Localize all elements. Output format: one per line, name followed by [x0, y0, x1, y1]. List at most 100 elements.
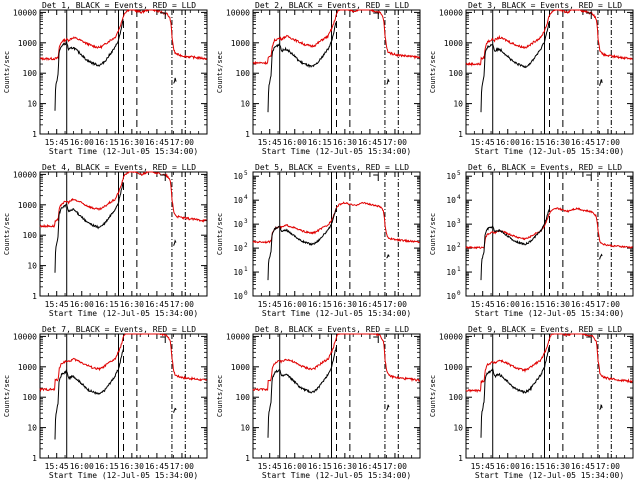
- x-tick-label: 17:00: [383, 462, 407, 471]
- saturation-flag: [373, 174, 379, 181]
- x-tick-label: 15:45: [45, 462, 69, 471]
- series-events-line: [480, 346, 550, 438]
- y-tick-label: 10000: [13, 8, 37, 17]
- x-tick-label: 16:00: [496, 462, 520, 471]
- y-tick-label: 100: [23, 69, 38, 78]
- series-events-line: [267, 208, 337, 281]
- y-axis-label: Counts/sec: [429, 213, 437, 255]
- series-events-line: [386, 404, 390, 411]
- series-lld-line: [39, 9, 208, 61]
- x-tick-label: 17:00: [596, 138, 620, 147]
- x-tick-label: 15:45: [45, 138, 69, 147]
- x-tick-label: 16:30: [333, 138, 357, 147]
- series-lld-line: [465, 207, 633, 250]
- x-tick-label: 17:00: [596, 462, 620, 471]
- y-tick-label: 1000: [231, 363, 250, 372]
- x-tick-label: 17:00: [170, 300, 194, 309]
- x-tick-label: 16:00: [70, 462, 94, 471]
- y-tick-exponent: 5: [457, 170, 461, 177]
- panel-title: Det 7, BLACK = Events, RED = LLD: [42, 325, 196, 334]
- y-tick-label: 10: [233, 268, 243, 277]
- panel-title: Det 8, BLACK = Events, RED = LLD: [255, 325, 409, 334]
- x-axis-label: Start Time (12-Jul-05 15:34:00): [49, 147, 198, 156]
- y-tick-label: 100: [23, 393, 38, 402]
- series-events-line: [173, 239, 177, 246]
- y-tick-label: 10: [446, 244, 456, 253]
- x-tick-label: 16:00: [496, 138, 520, 147]
- y-tick-label: 10: [446, 172, 456, 181]
- y-tick-label: 10: [233, 292, 243, 301]
- x-tick-label: 15:45: [471, 138, 495, 147]
- x-tick-label: 16:30: [546, 138, 570, 147]
- y-tick-label: 10000: [13, 170, 37, 179]
- detector-panel: Det 9, BLACK = Events, RED = LLD 1 10 100 10…: [429, 325, 634, 480]
- series-lld-line: [39, 333, 208, 392]
- y-tick-label: 100: [236, 393, 251, 402]
- panel-title: Det 3, BLACK = Events, RED = LLD: [468, 1, 622, 10]
- y-tick-label: 10: [240, 424, 250, 433]
- y-tick-label: 1000: [18, 363, 37, 372]
- x-tick-label: 17:00: [596, 300, 620, 309]
- y-tick-label: 100: [449, 393, 464, 402]
- x-tick-label: 16:30: [546, 300, 570, 309]
- x-tick-label: 16:45: [358, 300, 382, 309]
- y-tick-label: 1000: [18, 39, 37, 48]
- series-events-line: [54, 181, 124, 273]
- x-axis-label: Start Time (12-Jul-05 15:34:00): [262, 471, 411, 480]
- y-tick-label: 10: [240, 100, 250, 109]
- x-axis-label: Start Time (12-Jul-05 15:34:00): [49, 309, 198, 318]
- y-tick-label: 1: [245, 130, 250, 139]
- detector-panel: Det 8, BLACK = Events, RED = LLD 1 10 100 10…: [216, 325, 421, 480]
- x-tick-label: 16:45: [145, 462, 169, 471]
- x-tick-label: 16:30: [546, 462, 570, 471]
- y-tick-label: 1: [32, 454, 37, 463]
- series-events-line: [480, 21, 550, 113]
- x-tick-label: 15:45: [471, 462, 495, 471]
- x-tick-label: 16:00: [283, 300, 307, 309]
- x-tick-label: 16:15: [308, 138, 332, 147]
- y-tick-label: 10000: [439, 332, 463, 341]
- x-tick-label: 16:45: [571, 300, 595, 309]
- y-tick-label: 1000: [231, 39, 250, 48]
- x-tick-label: 16:45: [571, 462, 595, 471]
- y-tick-label: 10000: [439, 8, 463, 17]
- y-tick-label: 10000: [226, 332, 250, 341]
- x-tick-label: 16:45: [145, 300, 169, 309]
- x-tick-label: 15:45: [258, 300, 282, 309]
- y-axis-label: Counts/sec: [216, 375, 224, 417]
- y-tick-exponent: 0: [457, 290, 461, 297]
- saturation-flag: [373, 336, 379, 343]
- y-tick-label: 1000: [18, 201, 37, 210]
- x-tick-label: 16:30: [120, 300, 144, 309]
- y-tick-label: 1: [32, 292, 37, 301]
- y-tick-label: 10: [27, 424, 37, 433]
- panel-title: Det 2, BLACK = Events, RED = LLD: [255, 1, 409, 10]
- saturation-flag: [586, 174, 592, 181]
- x-tick-label: 16:00: [70, 138, 94, 147]
- series-events-line: [173, 407, 177, 413]
- y-tick-label: 10: [453, 424, 463, 433]
- y-tick-label: 10: [27, 262, 37, 271]
- x-tick-label: 16:30: [120, 462, 144, 471]
- saturation-flag: [160, 336, 166, 343]
- x-tick-label: 16:30: [333, 462, 357, 471]
- panel-title: Det 9, BLACK = Events, RED = LLD: [468, 325, 622, 334]
- y-tick-label: 10000: [226, 8, 250, 17]
- x-axis-label: Start Time (12-Jul-05 15:34:00): [262, 309, 411, 318]
- detector-panel: Det 2, BLACK = Events, RED = LLD 1 10 100 10…: [216, 1, 421, 156]
- y-tick-label: 1000: [444, 363, 463, 372]
- x-tick-label: 17:00: [170, 462, 194, 471]
- y-axis-label: Counts/sec: [216, 213, 224, 255]
- y-tick-exponent: 3: [457, 218, 461, 225]
- y-tick-exponent: 4: [457, 194, 461, 201]
- saturation-flag: [586, 12, 592, 19]
- saturation-flag: [586, 336, 592, 343]
- series-events-line: [480, 209, 550, 281]
- x-tick-label: 16:45: [571, 138, 595, 147]
- y-tick-label: 1: [458, 454, 463, 463]
- saturation-flag: [160, 174, 166, 181]
- y-tick-label: 1: [32, 130, 37, 139]
- y-tick-label: 10: [446, 196, 456, 205]
